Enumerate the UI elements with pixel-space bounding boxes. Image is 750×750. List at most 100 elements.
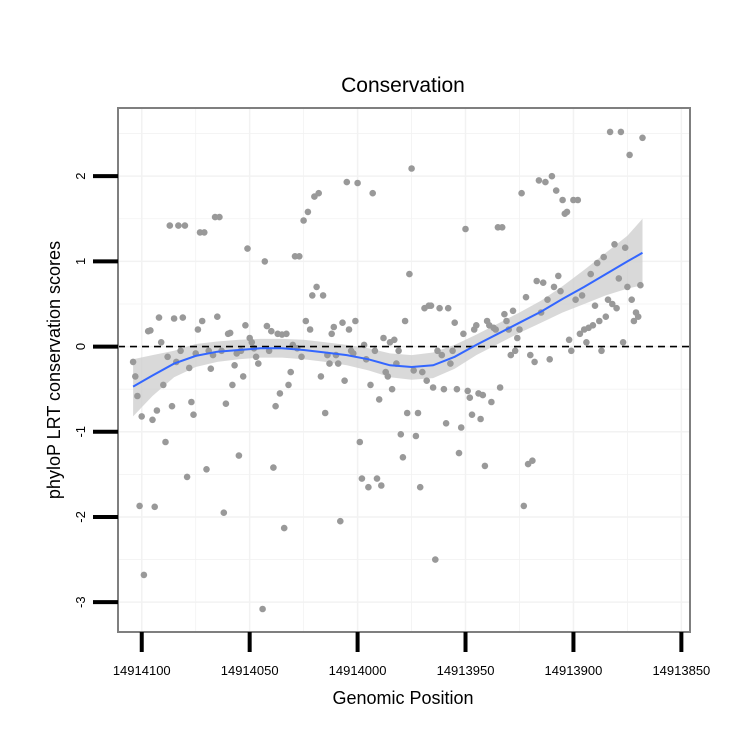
data-point xyxy=(356,438,364,446)
data-point xyxy=(188,398,195,406)
data-point xyxy=(222,400,230,408)
data-point xyxy=(162,438,169,446)
y-tick-label: 0 xyxy=(73,343,88,350)
y-tick-label: -1 xyxy=(73,426,88,438)
data-point xyxy=(268,327,275,335)
data-point xyxy=(136,502,143,510)
data-point xyxy=(432,556,439,563)
data-point xyxy=(177,347,184,355)
data-point xyxy=(602,313,610,321)
smooth-trend-line xyxy=(132,251,643,388)
y-tick-label: -3 xyxy=(73,596,88,608)
data-point xyxy=(263,322,271,330)
data-point xyxy=(287,368,295,376)
data-point xyxy=(397,431,405,438)
data-point xyxy=(235,452,243,459)
data-point xyxy=(280,524,288,532)
data-point xyxy=(272,402,279,410)
data-point xyxy=(514,334,521,342)
data-point xyxy=(442,420,450,427)
data-point xyxy=(429,384,437,391)
data-point xyxy=(501,310,508,318)
data-point xyxy=(414,409,422,417)
data-point xyxy=(572,296,579,304)
data-point xyxy=(343,178,351,186)
data-point xyxy=(341,377,348,385)
data-point xyxy=(242,322,249,329)
data-point xyxy=(568,347,575,355)
data-point xyxy=(583,339,590,346)
data-point xyxy=(140,571,148,579)
data-point xyxy=(201,229,208,236)
data-point xyxy=(229,381,236,389)
data-point xyxy=(578,292,586,299)
data-point xyxy=(129,358,137,366)
data-point xyxy=(375,396,383,403)
data-point xyxy=(509,307,517,315)
data-point xyxy=(194,326,202,333)
data-point xyxy=(621,244,629,251)
data-point xyxy=(451,319,459,327)
data-point xyxy=(309,292,316,299)
data-point xyxy=(302,317,310,325)
data-point xyxy=(283,330,290,338)
data-point xyxy=(533,277,540,285)
data-point xyxy=(555,272,562,280)
data-point xyxy=(606,128,614,136)
data-point xyxy=(354,179,361,187)
x-tick-label: 14913950 xyxy=(437,663,495,678)
data-point xyxy=(157,339,165,346)
data-point xyxy=(252,353,260,361)
data-point xyxy=(559,196,566,204)
data-point xyxy=(617,128,625,136)
data-point xyxy=(507,351,515,359)
data-point xyxy=(406,270,413,278)
data-point xyxy=(181,222,189,229)
data-point xyxy=(552,187,560,194)
data-point xyxy=(313,283,320,291)
data-point xyxy=(365,483,372,491)
data-point xyxy=(395,347,402,355)
data-point xyxy=(399,454,407,461)
data-point xyxy=(576,330,584,338)
data-point xyxy=(296,252,303,260)
data-point xyxy=(492,326,500,333)
data-point xyxy=(593,259,601,267)
y-tick-label: 1 xyxy=(73,258,88,265)
data-point xyxy=(613,304,620,312)
data-point xyxy=(384,373,392,380)
data-point xyxy=(367,381,374,389)
data-point xyxy=(166,222,174,229)
data-point xyxy=(520,502,528,510)
data-point xyxy=(378,482,385,489)
data-point xyxy=(401,317,409,325)
data-point xyxy=(248,339,256,346)
panel-border xyxy=(117,107,691,633)
data-point xyxy=(403,409,411,417)
data-point xyxy=(589,322,597,329)
data-point xyxy=(326,360,333,367)
data-point xyxy=(609,300,616,308)
data-point xyxy=(626,151,633,159)
data-point xyxy=(464,387,472,395)
data-point xyxy=(244,245,251,252)
data-point xyxy=(565,336,573,344)
data-point xyxy=(261,258,269,265)
data-point xyxy=(412,432,420,440)
data-point xyxy=(535,177,543,184)
data-point xyxy=(231,362,238,369)
data-point xyxy=(516,326,523,333)
data-point xyxy=(527,351,534,359)
data-point xyxy=(637,281,644,289)
data-point xyxy=(254,360,262,367)
data-point xyxy=(132,373,139,380)
x-axis-title: Genomic Position xyxy=(332,688,473,708)
data-point xyxy=(345,326,353,333)
x-tick-label: 14913850 xyxy=(652,663,710,678)
data-point xyxy=(416,483,424,491)
data-point xyxy=(164,353,171,361)
data-point xyxy=(596,317,603,325)
data-point xyxy=(214,313,221,321)
data-point xyxy=(498,224,506,231)
data-point xyxy=(455,449,463,457)
